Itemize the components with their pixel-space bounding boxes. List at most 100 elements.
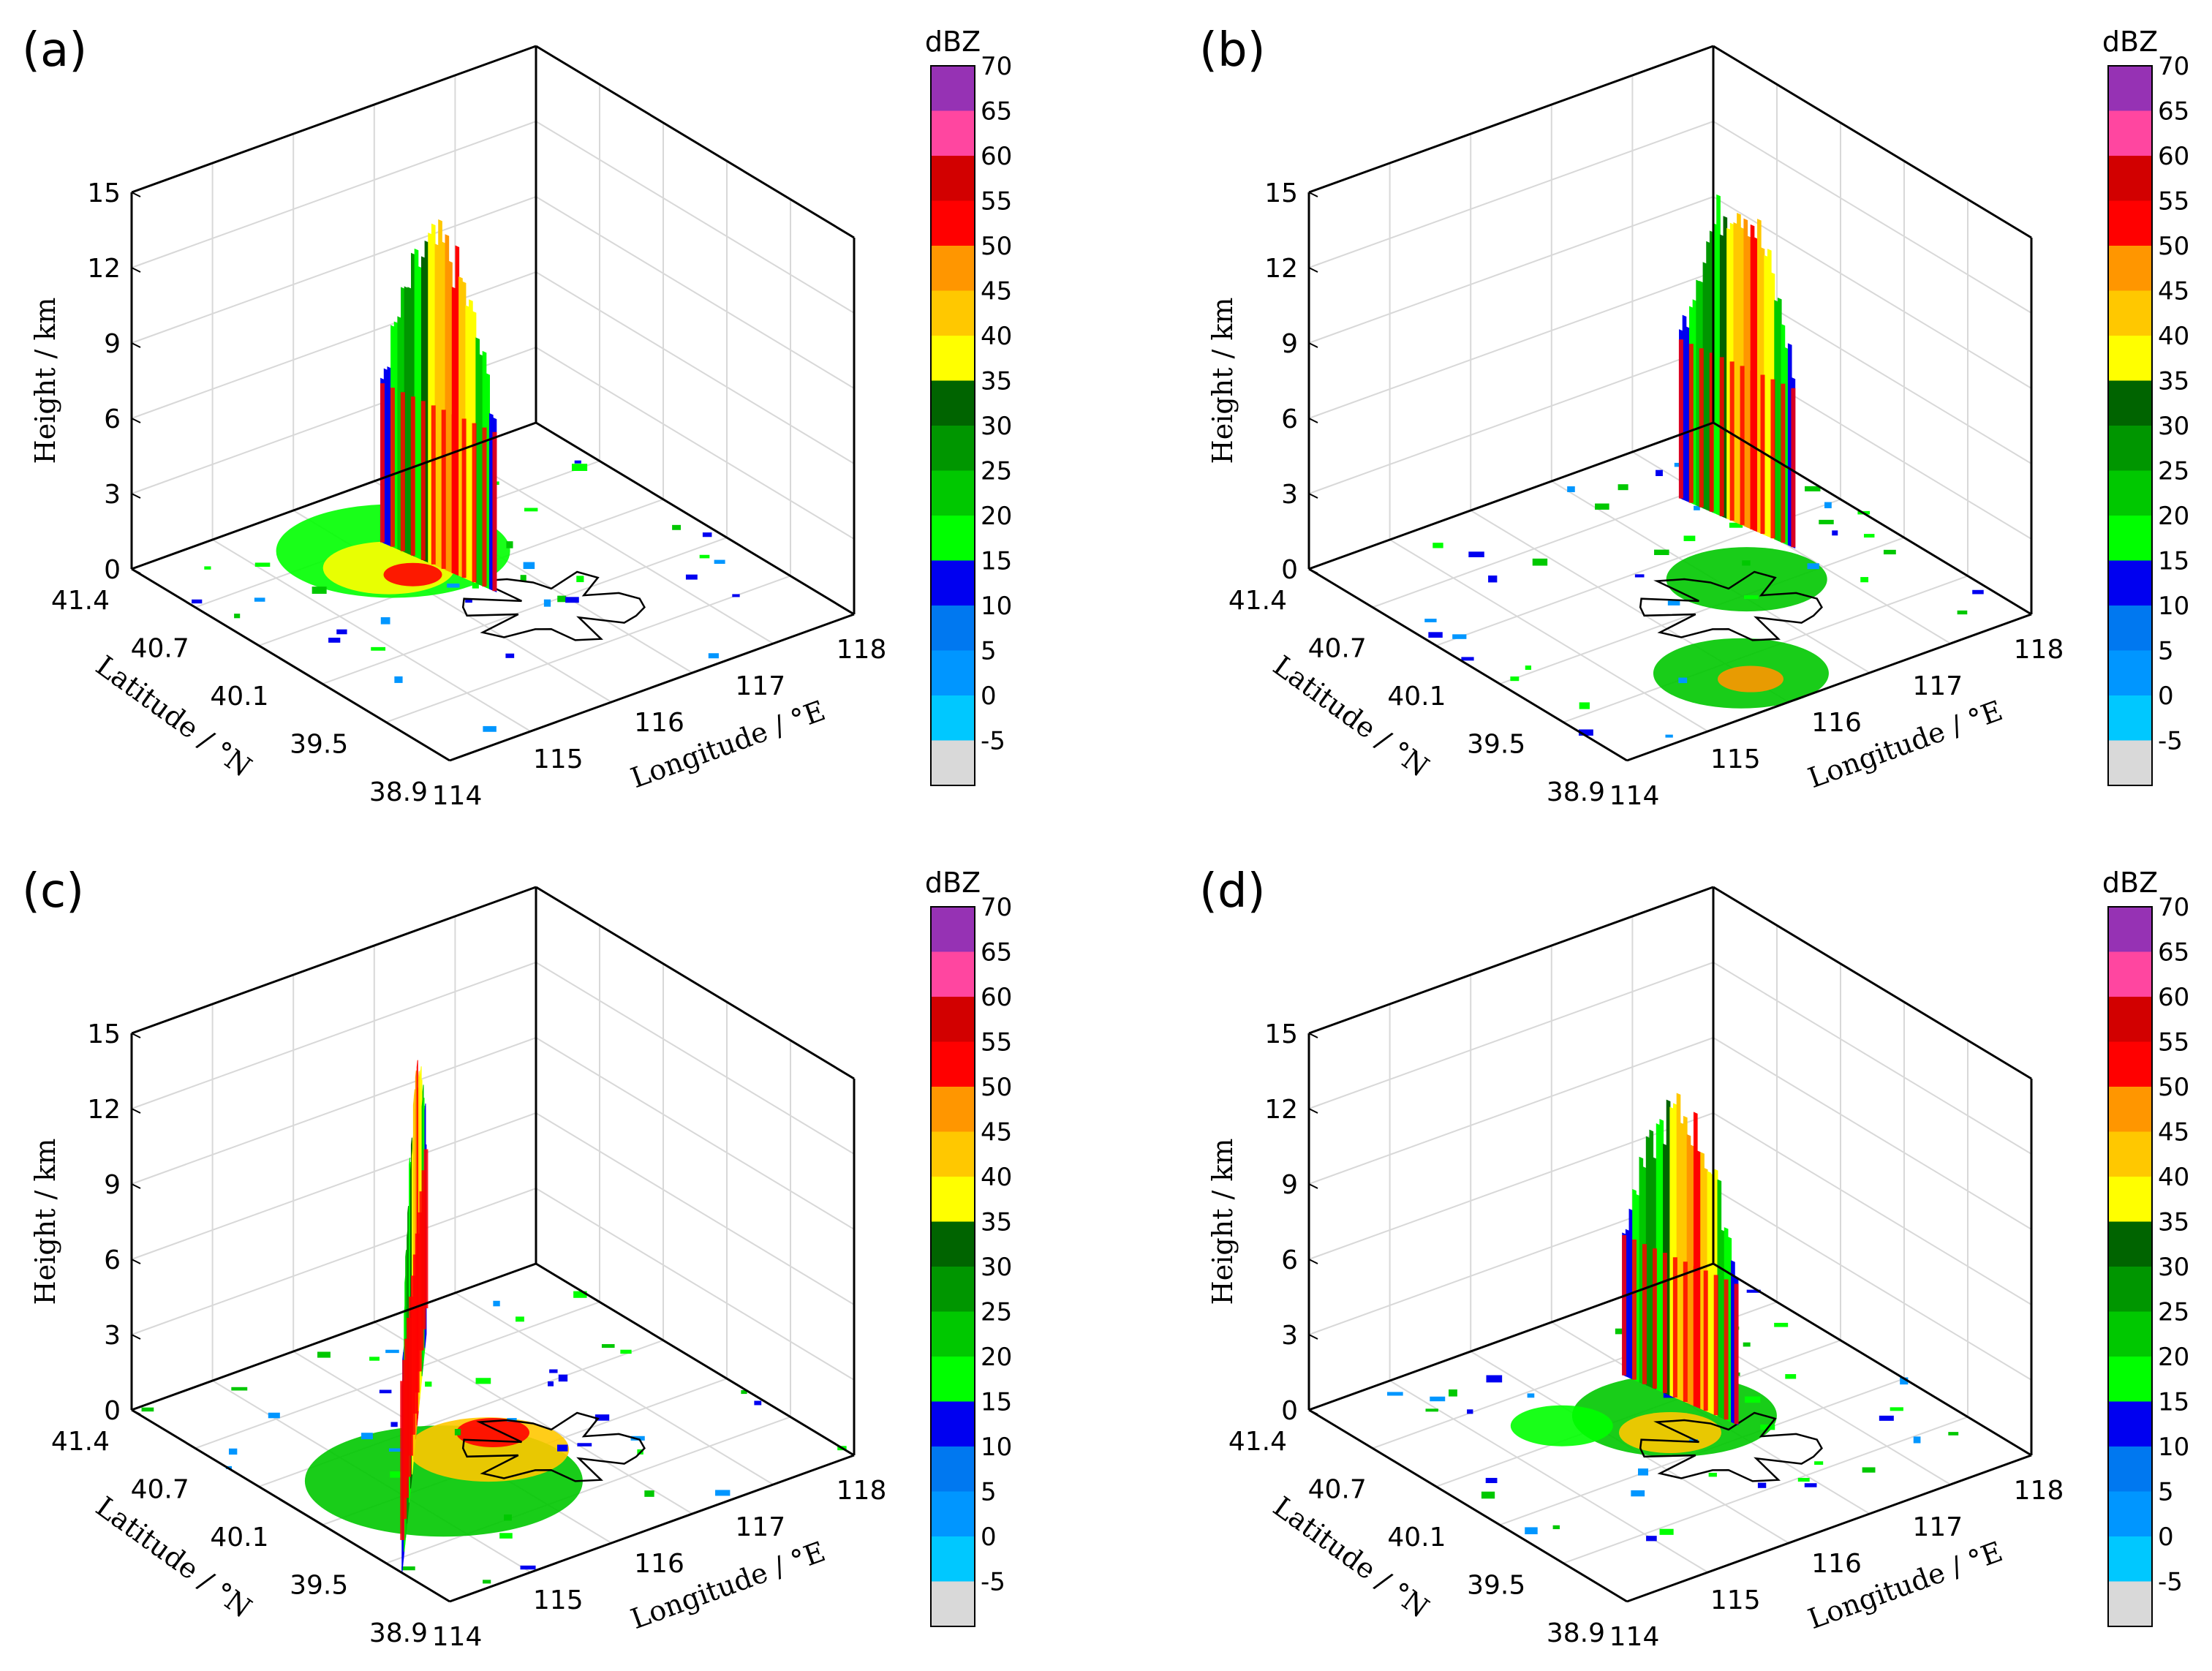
colorbar-segment (2108, 1311, 2152, 1357)
colorbar-segment (931, 1446, 975, 1492)
echo-speckle (1552, 1525, 1560, 1530)
curtain-strip (1682, 314, 1687, 502)
echo-speckle (1486, 1375, 1503, 1383)
axis-edge (131, 1262, 537, 1411)
panel-1: (a) 0 3 6 9 12 15 Height / km 41.4 40.7 40.1 39.5 38… (22, 23, 1012, 811)
echo-speckle (425, 1381, 432, 1387)
grid-line (1308, 195, 2032, 389)
colorbar-segment (931, 560, 975, 606)
echo-speckle (1432, 543, 1443, 548)
colorbar-tick-label: -5 (981, 727, 1005, 756)
x-tick-label: 118 (837, 1476, 887, 1506)
echo-speckle (1425, 1408, 1438, 1412)
y-tick-label: 38.9 (369, 1618, 428, 1648)
colorbar-segment (931, 1087, 975, 1132)
colorbar-tick-label: 70 (981, 52, 1012, 81)
echo-speckle (328, 638, 341, 643)
echo-speckle (571, 464, 588, 471)
axis-edge (535, 45, 855, 239)
colorbar-segment (2108, 380, 2152, 426)
curtain-strip (1645, 1136, 1650, 1387)
x-tick-label: 115 (533, 1585, 584, 1615)
z-tick-label: 9 (1281, 329, 1298, 359)
echo-speckle (1807, 563, 1819, 570)
curtain-strip (1686, 1134, 1691, 1405)
echo-speckle (1527, 1393, 1535, 1398)
y-tick-label: 38.9 (1547, 1618, 1605, 1648)
y-tick-label: 39.5 (290, 730, 348, 760)
echo-speckle (516, 1316, 524, 1322)
echo-speckle (1615, 1328, 1624, 1335)
colorbar-tick-label: 20 (981, 1343, 1012, 1372)
curtain-strip (1757, 219, 1762, 534)
echo-speckle (1804, 1483, 1817, 1487)
curtain-strip (1767, 249, 1772, 538)
echo-speckle (1774, 1322, 1789, 1327)
curtain-strip (1635, 1193, 1640, 1383)
z-tick-mark (131, 1334, 141, 1340)
colorbar-tick-label: 5 (981, 1478, 997, 1507)
grid-line (385, 575, 791, 723)
curtain-strip (383, 368, 388, 546)
echo-speckle (1467, 1409, 1473, 1414)
colorbar-segment (2108, 1131, 2152, 1177)
curtain-strip (479, 354, 483, 586)
colorbar-segment (2108, 1267, 2152, 1312)
z-tick-label: 15 (87, 1019, 121, 1049)
echo-speckle (1883, 549, 1896, 555)
echo-speckle (475, 1378, 491, 1384)
colorbar-tick-label: 30 (981, 412, 1012, 441)
echo-speckle (1785, 1374, 1797, 1379)
colorbar-tick-label: -5 (981, 1568, 1005, 1597)
colorbar-segment (2108, 606, 2152, 651)
echo-speckle (558, 1374, 568, 1382)
panel-2: (b) 0 3 6 9 12 15 Height / km 41.4 40.7 40.1 39.5 38… (1199, 23, 2189, 811)
echo-speckle (336, 629, 347, 635)
axis-edge (535, 1262, 855, 1457)
colorbar-segment (931, 470, 975, 516)
axis-edge (535, 886, 855, 1080)
axes-box (1307, 886, 2033, 1603)
echo-speckle (1656, 469, 1663, 477)
axis-edge (1626, 613, 2032, 762)
y-tick-label: 41.4 (51, 1427, 110, 1457)
colorbar-tick-label: 25 (981, 1298, 1012, 1327)
colorbar-tick-label: 55 (981, 187, 1012, 216)
echo-speckle (390, 1471, 402, 1478)
colorbar-tick-label: 15 (2158, 1388, 2189, 1417)
x-tick-label: 116 (634, 708, 684, 738)
z-tick-mark (131, 418, 141, 423)
echo-speckle (1579, 702, 1590, 709)
colorbar-segment (931, 1491, 975, 1536)
z-tick-label: 6 (104, 404, 121, 434)
z-tick-label: 9 (104, 1170, 121, 1200)
echo-speckle (1683, 535, 1696, 541)
colorbar-segment (2108, 1491, 2152, 1536)
panel-label: (a) (22, 23, 87, 78)
y-tick-label: 40.7 (131, 1475, 189, 1505)
colorbar-segment (2108, 1087, 2152, 1132)
echo-speckle (1729, 522, 1743, 528)
colorbar-tick-label: 30 (2158, 1253, 2189, 1282)
x-tick-label: 118 (2014, 635, 2064, 665)
colorbar-segment (2108, 907, 2152, 952)
axis-edge (1713, 421, 2032, 616)
echo-speckle (1744, 1396, 1761, 1403)
colorbar-segment (931, 1536, 975, 1582)
echo-speckle (465, 598, 472, 603)
curtain-strip (1656, 1123, 1661, 1392)
colorbar-segment (931, 290, 975, 336)
colorbar-segment (931, 1267, 975, 1312)
colorbar-segment (2108, 290, 2152, 336)
colorbar-segment (931, 156, 975, 201)
curtain-strip (1690, 1144, 1694, 1406)
colorbar-tick-label: 10 (2158, 1433, 2189, 1462)
y-tick-label: 39.5 (290, 1571, 348, 1601)
echo-speckle (523, 562, 535, 570)
panel-label: (c) (22, 864, 84, 919)
echo-speckle (1452, 634, 1467, 639)
z-tick-mark (131, 1259, 141, 1264)
colorbar-tick-label: 15 (981, 1388, 1012, 1417)
colorbar-segment (2108, 951, 2152, 997)
